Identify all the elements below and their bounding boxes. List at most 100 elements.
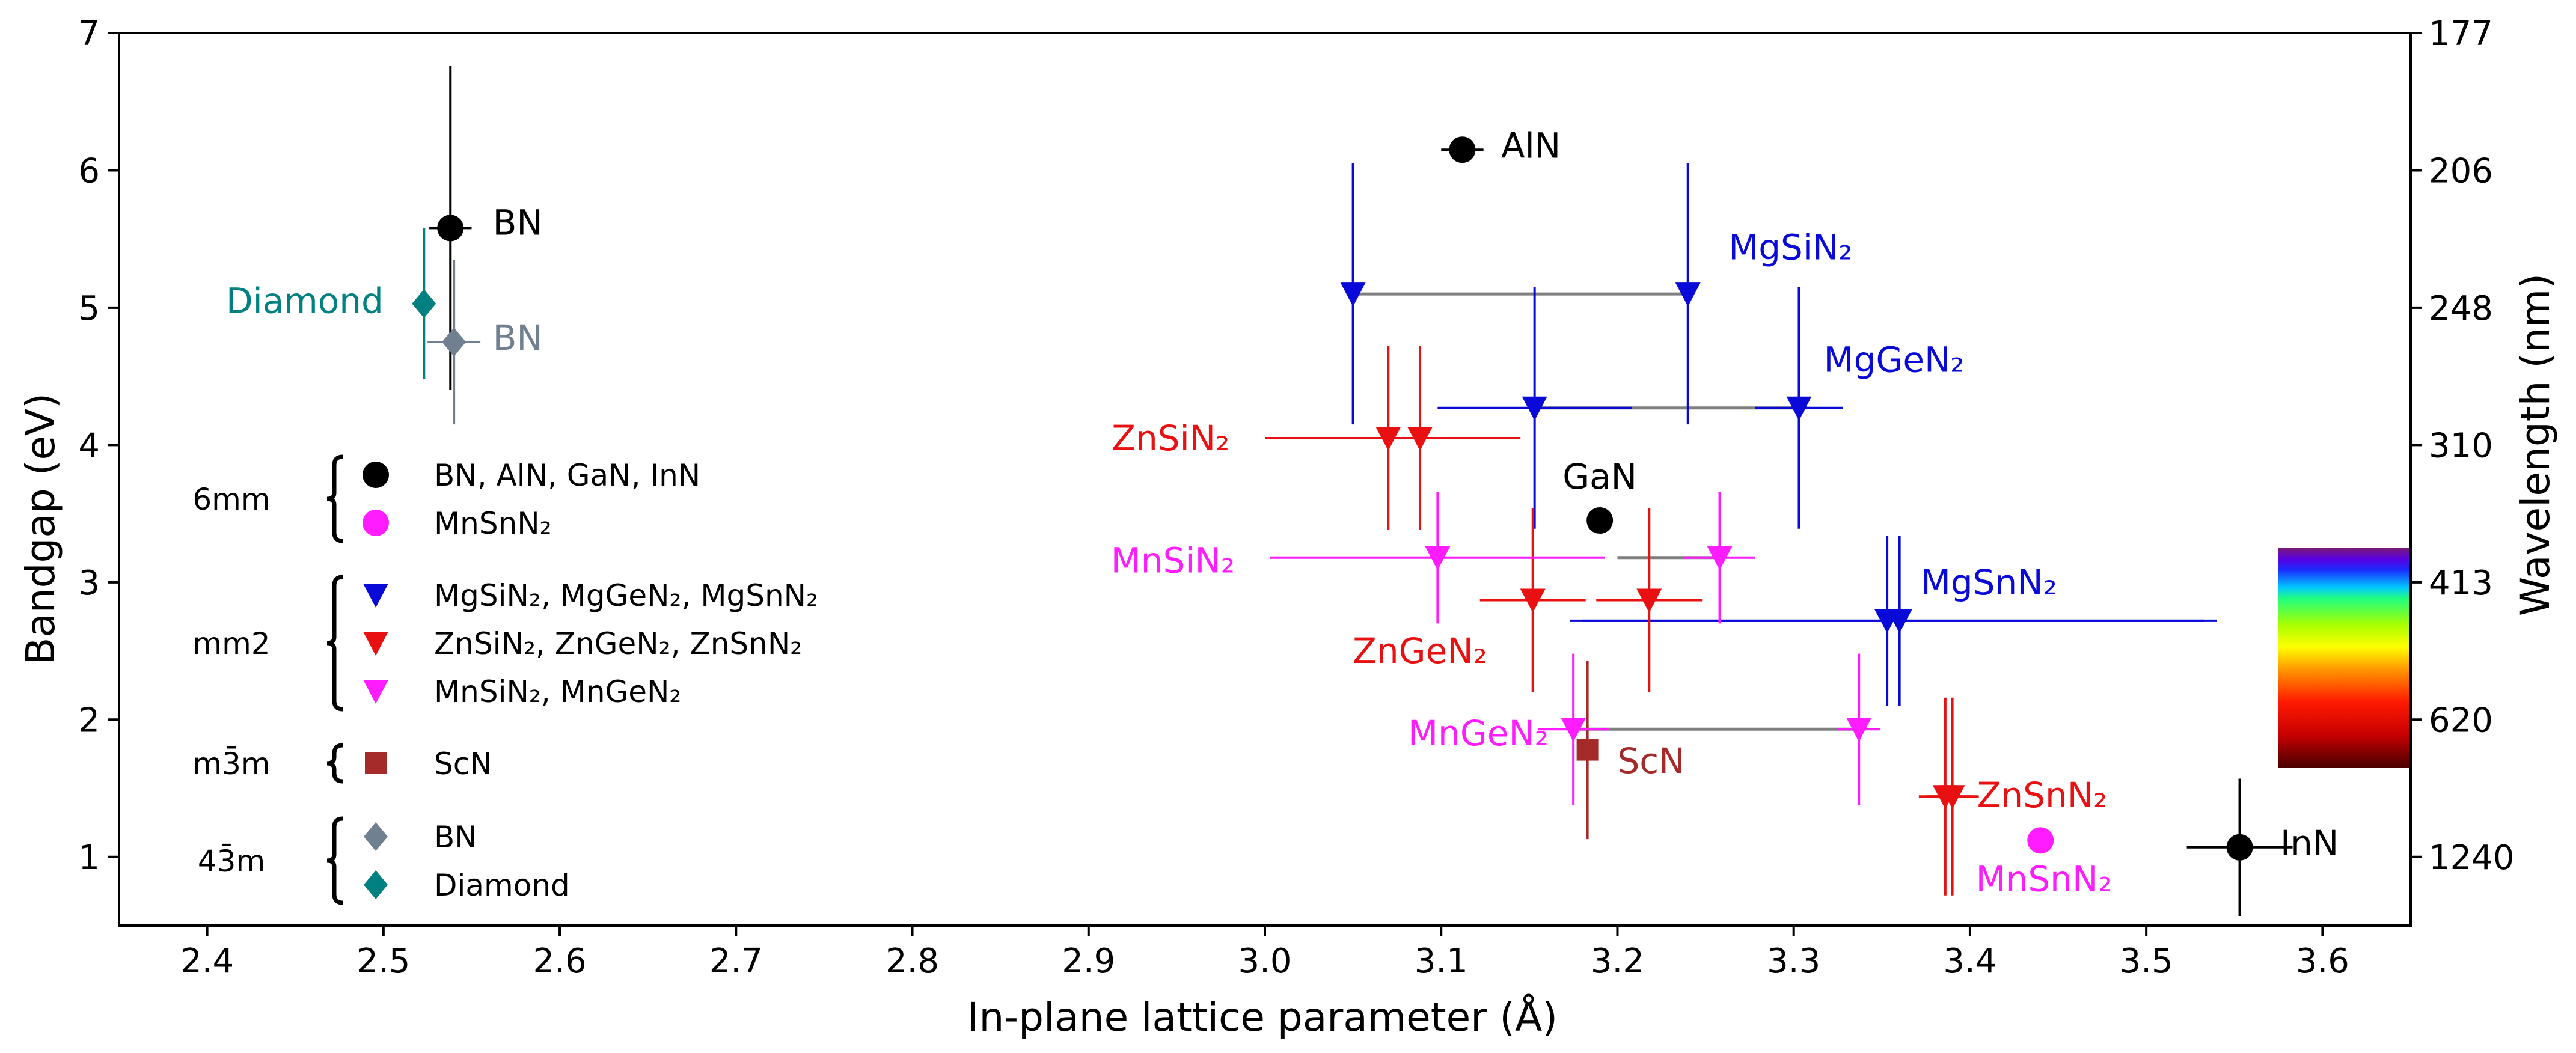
legend-group-label: m3̄m bbox=[192, 746, 270, 781]
data-point-gan bbox=[1586, 507, 1614, 534]
data-point-znsnn2 bbox=[1939, 785, 1965, 810]
point-label: MnGeN₂ bbox=[1408, 713, 1549, 754]
data-point-zngen2 bbox=[1520, 588, 1546, 613]
y2-axis-label: Wavelength (nm) bbox=[2512, 273, 2559, 616]
data-point-znsin2 bbox=[1407, 426, 1433, 451]
data-point-mgsin2 bbox=[1340, 282, 1366, 307]
y2-tick-label: 1240 bbox=[2429, 838, 2515, 878]
data-point-bn bbox=[437, 215, 464, 242]
y-tick-label: 7 bbox=[78, 14, 100, 53]
data-point-mngen2 bbox=[1846, 718, 1872, 742]
x-tick-label: 2.4 bbox=[180, 942, 234, 981]
data-point-mnsnn2 bbox=[2027, 827, 2054, 854]
point-label: InN bbox=[2280, 823, 2339, 864]
legend-marker bbox=[363, 510, 389, 536]
y2-tick-label: 620 bbox=[2429, 701, 2493, 740]
data-point-mggen2 bbox=[1522, 396, 1547, 421]
legend-brace bbox=[326, 575, 343, 712]
point-label: ZnGeN₂ bbox=[1353, 630, 1487, 671]
legend-item-label: MnSiN₂, MnGeN₂ bbox=[434, 674, 681, 709]
legend-item-label: BN, AlN, GaN, InN bbox=[434, 458, 700, 493]
legend-marker bbox=[364, 822, 388, 851]
legend-brace bbox=[326, 816, 343, 905]
legend-group-label: 43̄m bbox=[198, 843, 265, 879]
x-tick-label: 3.2 bbox=[1591, 942, 1644, 981]
legend-brace bbox=[326, 743, 343, 784]
data-point-bn bbox=[442, 328, 467, 357]
point-label: MnSnN₂ bbox=[1976, 858, 2113, 899]
y2-tick-label: 413 bbox=[2429, 564, 2493, 603]
data-point-mgsin2 bbox=[1675, 282, 1701, 307]
point-label: MgGeN₂ bbox=[1824, 340, 1965, 380]
data-point-diamond bbox=[412, 289, 436, 319]
point-label: ScN bbox=[1617, 740, 1684, 781]
legend-group-label: 6mm bbox=[192, 482, 270, 517]
legend-marker bbox=[363, 584, 388, 608]
x-tick-label: 2.5 bbox=[356, 942, 410, 981]
data-point-inn bbox=[2226, 834, 2253, 861]
y2-tick-label: 310 bbox=[2429, 426, 2493, 465]
data-markers bbox=[412, 136, 2253, 861]
data-point-mnsin2 bbox=[1707, 546, 1733, 570]
x-tick-label: 3.6 bbox=[2296, 942, 2349, 981]
legend-marker bbox=[363, 680, 388, 704]
data-point-mgsnn2 bbox=[1886, 609, 1912, 633]
point-label: ZnSnN₂ bbox=[1977, 775, 2108, 816]
y-tick-label: 2 bbox=[78, 701, 100, 740]
legend-item-label: Diamond bbox=[434, 868, 570, 903]
point-label: MgSnN₂ bbox=[1921, 562, 2057, 603]
point-label: MnSiN₂ bbox=[1111, 540, 1235, 581]
x-tick-label: 2.7 bbox=[709, 942, 763, 981]
legend-marker bbox=[364, 870, 388, 899]
point-label: GaN bbox=[1562, 456, 1637, 497]
y2-axis-ticks: 177 206 248 310 413 620 1240 bbox=[2411, 14, 2515, 878]
y-axis-ticks: 1 2 3 4 5 6 7 bbox=[78, 14, 119, 878]
x-tick-label: 2.6 bbox=[533, 942, 587, 981]
y2-tick-label: 177 bbox=[2429, 14, 2493, 53]
legend-item-label: MnSnN₂ bbox=[434, 506, 552, 541]
legend-item-label: ScN bbox=[434, 746, 492, 781]
point-label: ZnSiN₂ bbox=[1112, 418, 1229, 459]
data-point-mggen2 bbox=[1786, 396, 1812, 421]
legend-item-label: BN bbox=[434, 820, 477, 855]
legend: 6mm BN, AlN, GaN, InN MnSnN₂ mm2 MgSiN₂, MgG… bbox=[192, 454, 818, 905]
point-label: MgSiN₂ bbox=[1728, 227, 1852, 267]
y-tick-label: 3 bbox=[78, 564, 100, 603]
point-label: BN bbox=[493, 202, 543, 243]
legend-item-label: MgSiN₂, MgGeN₂, MgSnN₂ bbox=[434, 578, 818, 613]
x-tick-label: 2.9 bbox=[1062, 942, 1115, 981]
legend-marker bbox=[363, 632, 388, 656]
y2-tick-label: 248 bbox=[2429, 289, 2493, 328]
data-point-zngen2 bbox=[1636, 588, 1662, 613]
legend-marker bbox=[365, 752, 387, 774]
data-point-aln bbox=[1449, 136, 1476, 163]
legend-item-label: ZnSiN₂, ZnGeN₂, ZnSnN₂ bbox=[434, 626, 802, 661]
data-point-mnsin2 bbox=[1425, 546, 1451, 570]
y-tick-label: 6 bbox=[78, 151, 100, 191]
point-labels: AlN BN BN Diamond GaN InN MnSnN₂ ScN MgSiN₂ MgGeN… bbox=[226, 125, 2339, 899]
legend-brace bbox=[326, 454, 343, 543]
x-tick-label: 3.5 bbox=[2120, 942, 2173, 981]
x-tick-label: 3.4 bbox=[1943, 942, 1996, 981]
x-tick-label: 3.3 bbox=[1767, 942, 1820, 981]
y2-tick-label: 206 bbox=[2429, 151, 2493, 191]
x-tick-label: 2.8 bbox=[886, 942, 939, 981]
data-point-znsin2 bbox=[1375, 426, 1401, 451]
point-label: Diamond bbox=[226, 281, 384, 322]
legend-group-label: mm2 bbox=[192, 626, 270, 661]
spectrum-colorbar bbox=[2278, 548, 2411, 768]
x-tick-label: 3.0 bbox=[1238, 942, 1291, 981]
point-label: AlN bbox=[1501, 125, 1561, 166]
x-axis-ticks: 2.4 2.5 2.6 2.7 2.8 2.9 3.0 3.1 3.2 3.3 3.4 3.5 3.6 bbox=[180, 926, 2349, 981]
legend-marker bbox=[363, 462, 389, 488]
y-tick-label: 1 bbox=[78, 838, 100, 878]
x-tick-label: 3.1 bbox=[1415, 942, 1468, 981]
y-axis-label: Bandgap (eV) bbox=[17, 393, 64, 665]
point-label: BN bbox=[493, 317, 543, 358]
data-point-mngen2 bbox=[1561, 718, 1586, 742]
y-tick-label: 5 bbox=[78, 289, 100, 328]
data-point-scn bbox=[1576, 739, 1599, 761]
x-axis-label: In-plane lattice parameter (Å) bbox=[967, 994, 1558, 1040]
y-tick-label: 4 bbox=[78, 426, 100, 465]
